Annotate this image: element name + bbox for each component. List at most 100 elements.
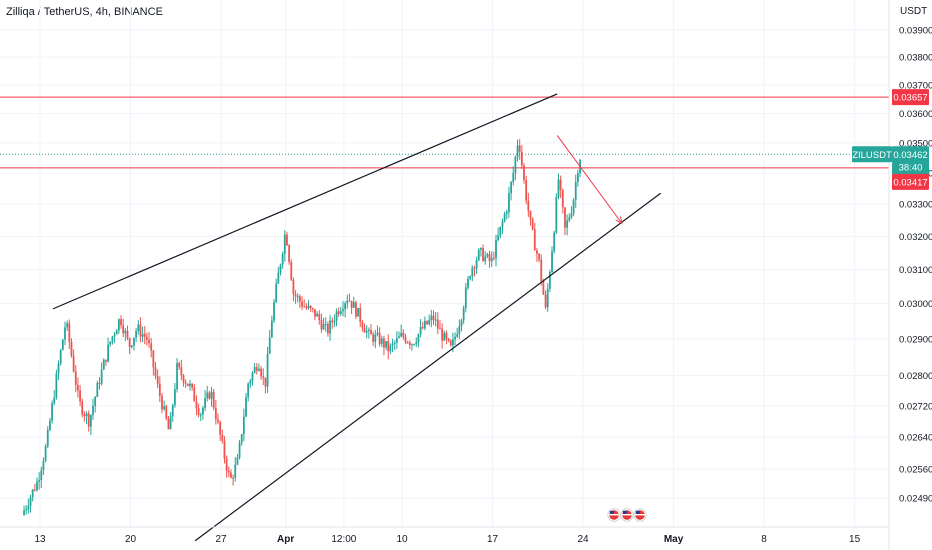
candle-body [309,305,312,309]
candle-body [378,332,381,344]
candle-body [417,334,420,343]
candle-body [277,272,280,284]
candle-body [294,294,297,297]
candle-body [53,397,56,404]
candle-body [469,276,472,279]
candle-body [400,332,403,337]
horizontal-levels[interactable] [0,96,889,169]
candle-body [447,338,450,341]
candle-body [154,367,157,377]
candle-body [214,407,217,420]
projection-arrow[interactable] [556,135,623,225]
candle-body [122,325,125,334]
candle-body [87,413,90,427]
trend-line-upper[interactable] [52,93,558,310]
y-tick-label: 0.02560 [899,465,932,476]
candle-body [527,200,530,211]
candle-body [38,479,41,482]
arrow-head [615,216,623,225]
candle-body [292,280,295,295]
candle-body [413,344,416,346]
candle-body [516,145,519,158]
candle-body [482,247,484,262]
candle-body [247,383,250,398]
candle-body [161,395,163,410]
candle-body [51,403,53,421]
candle-body [523,165,525,180]
candle-body [462,308,465,321]
candle-body [31,489,34,498]
trend-lines[interactable] [52,93,661,542]
candle-body [389,345,392,352]
candle-body [436,319,439,329]
candle-body [260,368,263,377]
candle-body [346,300,349,304]
candle-body [574,182,577,200]
candle-body [380,338,383,344]
candle-body [193,387,196,402]
candle-body [546,288,549,308]
candle-body [540,259,543,282]
candle-body [105,359,107,362]
candle-body [331,320,334,323]
candle-body [221,434,224,441]
economic-events[interactable] [607,508,647,522]
candle-body [281,253,284,265]
candle-body [163,406,166,410]
candle-body [169,416,172,430]
flag-canton [609,510,614,514]
candle-body [454,336,456,340]
candle-body [238,442,241,458]
candle-body [152,350,155,368]
candle-body [223,440,226,459]
candle-body [408,342,411,345]
candle-body [324,324,327,326]
flag-stripe [635,514,645,516]
candle-body [186,383,189,386]
candle-body [143,334,146,337]
candle-body [81,401,84,415]
candle-body [428,319,431,325]
chart-title: Zilliqa / TetherUS, 4h, BINANCE [6,6,163,18]
candle-body [83,414,86,416]
candle-body [350,300,353,308]
x-tick-label: 15 [849,534,861,545]
candle-body [512,173,515,183]
candle-body [430,315,433,320]
candle-body [395,338,398,343]
candle-body [283,234,286,254]
candle-body [262,376,265,378]
candle-body [363,327,366,333]
candle-body [393,342,396,344]
candle-body [61,339,64,351]
candle-body [275,283,278,303]
candle-body [449,340,452,346]
candle-body [158,383,161,396]
arrow-shaft[interactable] [556,135,623,224]
candle-body [167,418,170,430]
level-badge-lower-bg [892,173,929,190]
y-tick-label: 0.02640 [899,432,932,443]
candle-body [113,334,116,337]
candle-body [46,429,49,447]
candle-body [219,421,222,435]
candle-body [520,152,523,166]
y-tick-label: 0.03800 [899,53,932,64]
candle-body [553,232,556,252]
candle-body [102,359,105,370]
candle-body [471,267,474,277]
candle-body [307,305,310,309]
trend-line-lower[interactable] [194,192,661,542]
y-tick-label: 0.03700 [899,80,932,91]
candle-body [59,350,62,364]
candle-body [139,324,142,337]
x-tick-label: 13 [34,534,46,545]
candle-body [180,367,183,376]
level-badge-upper-bg [892,89,929,106]
candle-body [171,405,174,417]
price-axis[interactable]: 0.039000.038000.037000.036000.035000.034… [899,26,932,505]
candle-body [486,254,489,257]
candle-body [36,481,38,491]
